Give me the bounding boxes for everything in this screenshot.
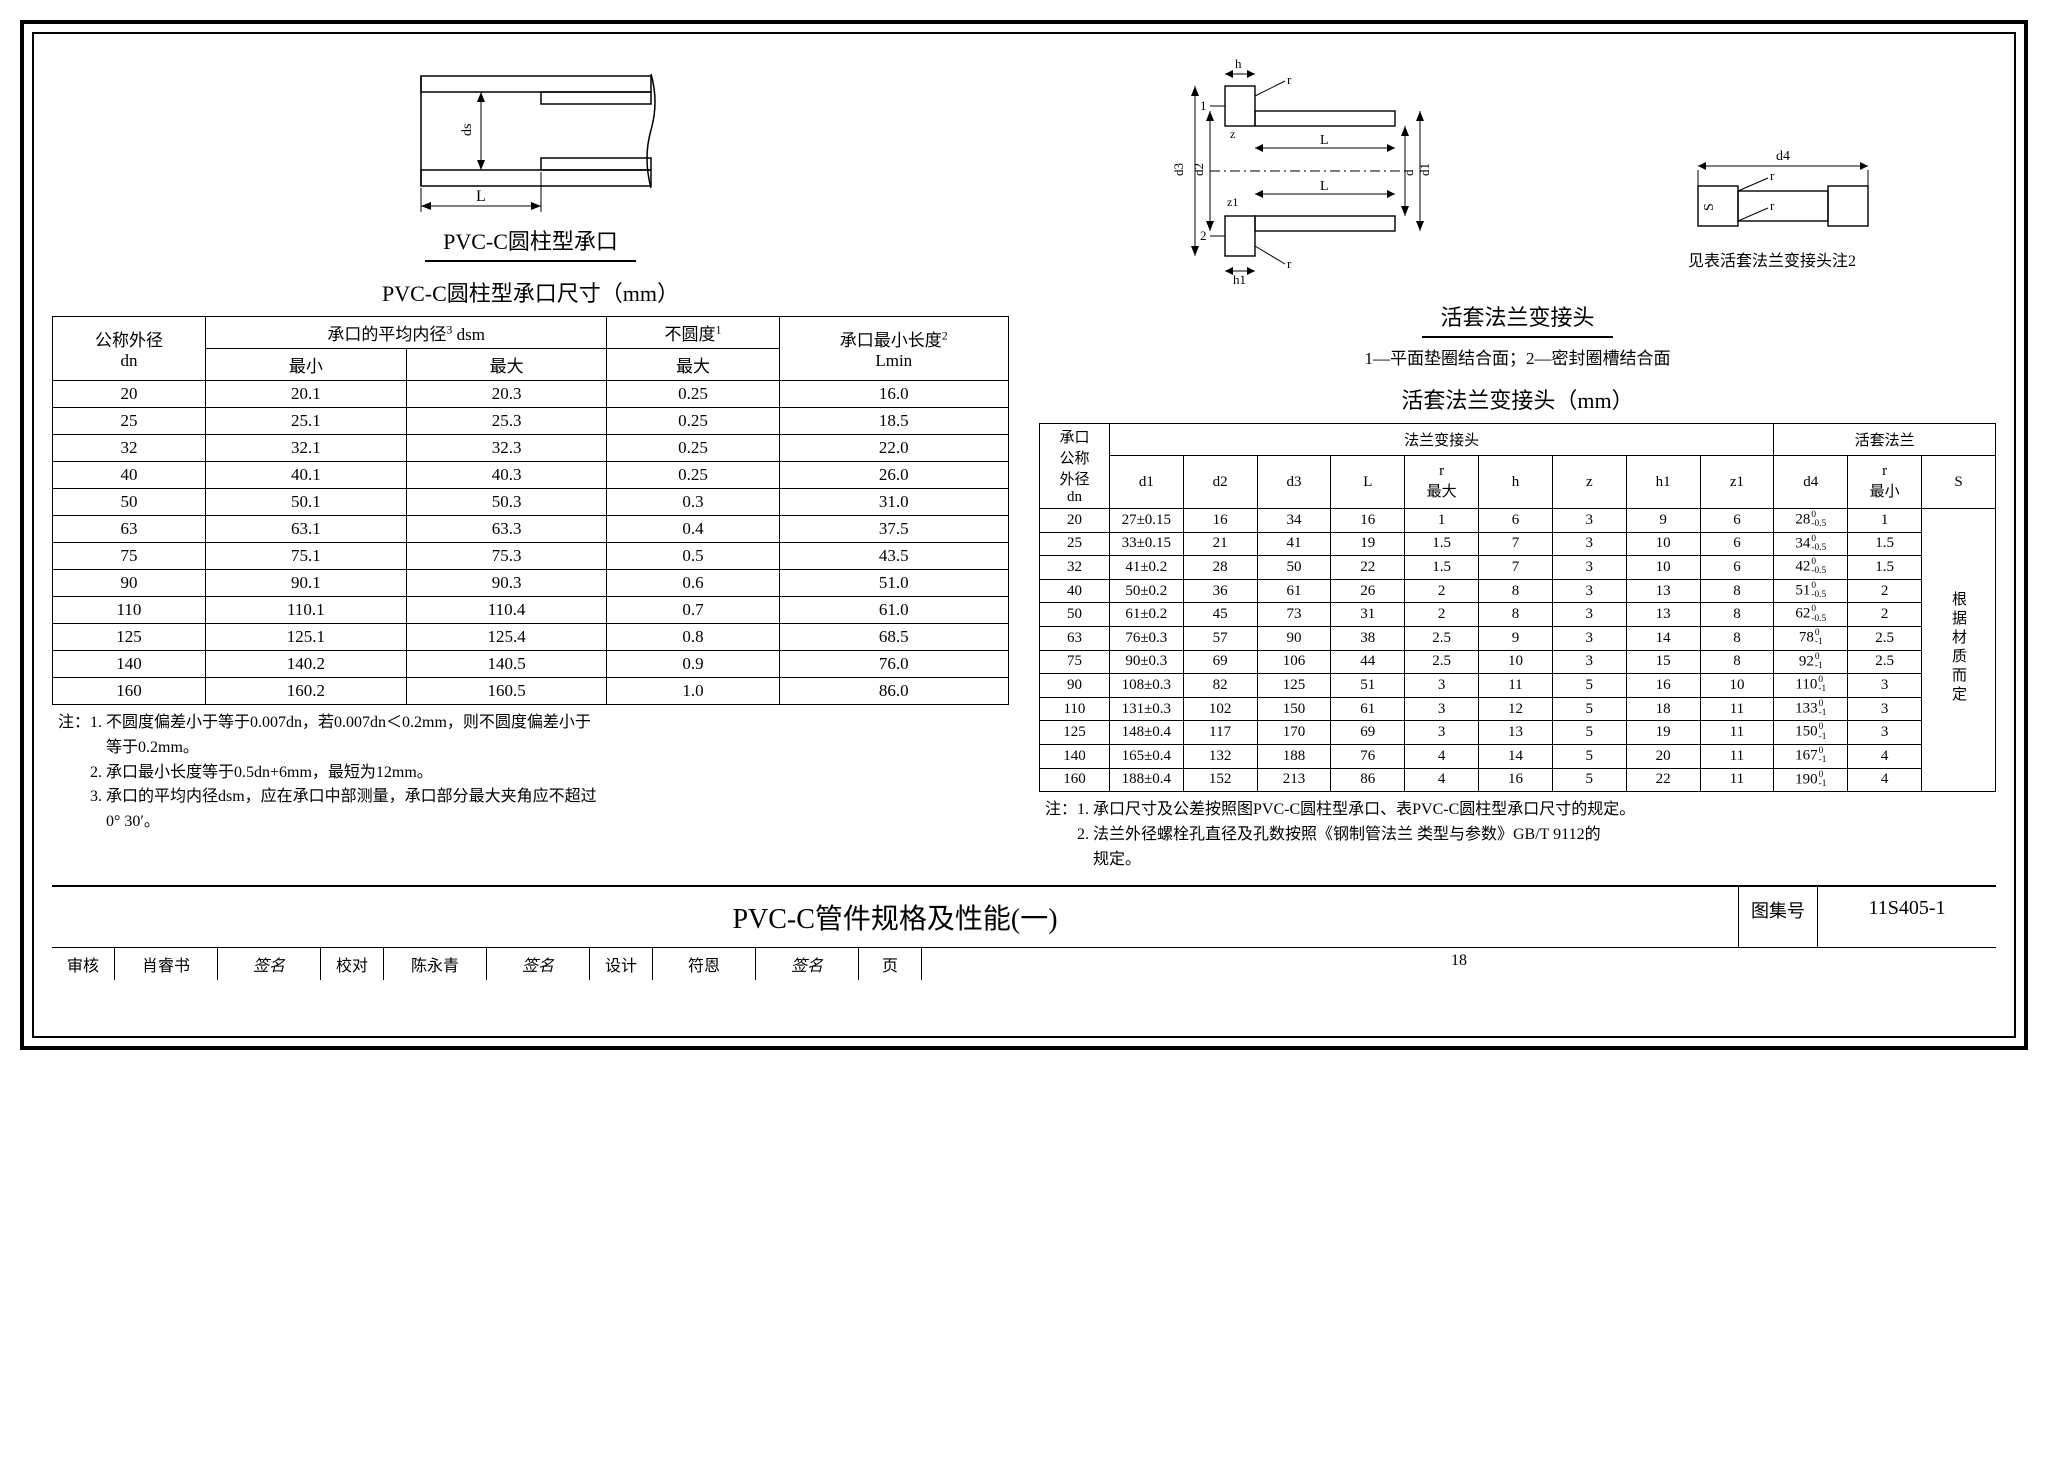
right-table-title: 活套法兰变接头（mm） — [1039, 383, 1996, 415]
audit-label: 审核 — [52, 948, 115, 980]
left-notes: 注：1. 不圆度偏差小于等于0.007dn，若0.007dn＜0.2mm，则不圆… — [52, 711, 1009, 835]
table-row: 2525.125.30.2518.5 — [53, 408, 1009, 435]
table-row: 160188±0.41522138641652211190 0-14 — [1040, 768, 1996, 792]
svg-text:d1: d1 — [1417, 163, 1432, 176]
th2-g2: 活套法兰 — [1774, 424, 1996, 456]
design-name: 符恩 — [653, 948, 756, 980]
right-column: d3 d2 d d1 h h1 r r z z1 1 2 L L d4 r r S… — [1039, 46, 1996, 885]
adapter-table-body: 2027±0.151634161639628 0-0.51根据材质而定2533±… — [1040, 509, 1996, 792]
table-row: 5061±0.245733128313862 0-0.52 — [1040, 603, 1996, 627]
drawing-title: PVC-C管件规格及性能(一) — [52, 887, 1739, 947]
table-row: 4050±0.236612628313851 0-0.52 — [1040, 579, 1996, 603]
svg-text:r: r — [1287, 72, 1292, 87]
table-row: 110110.1110.40.761.0 — [53, 597, 1009, 624]
adapter-subcaption: 1—平面垫圈结合面；2—密封圈槽结合面 — [1039, 344, 1996, 369]
table-row: 7575.175.30.543.5 — [53, 543, 1009, 570]
check-label: 校对 — [321, 948, 384, 980]
socket-caption: PVC-C圆柱型承口 — [52, 224, 1009, 262]
table-row: 140140.2140.50.976.0 — [53, 651, 1009, 678]
table-row: 6376±0.35790382.59314878 0-12.5 — [1040, 626, 1996, 650]
table-row: 2020.120.30.2516.0 — [53, 381, 1009, 408]
signature-row: 审核 肖睿书 签名 校对 陈永青 签名 设计 符恩 签名 页 18 — [52, 947, 1996, 980]
svg-text:d4: d4 — [1776, 149, 1790, 164]
design-label: 设计 — [590, 948, 653, 980]
socket-table: 公称外径dn 承口的平均内径3 dsm 不圆度1 承口最小长度2Lmin 最小 … — [52, 316, 1009, 705]
th2-dn: 承口公称外径dn — [1040, 424, 1110, 509]
inner-frame: ds L PVC-C圆柱型承口 PVC-C圆柱型承口尺寸（mm） 公称外径dn … — [32, 32, 2016, 1038]
svg-text:r: r — [1770, 168, 1775, 183]
socket-diagram: ds L — [52, 56, 1009, 216]
audit-sign: 签名 — [218, 948, 321, 980]
svg-text:d3: d3 — [1171, 163, 1186, 176]
right-diagrams: d3 d2 d d1 h h1 r r z z1 1 2 L L d4 r r S… — [1039, 46, 1996, 294]
audit-name: 肖睿书 — [115, 948, 218, 980]
page-number: 18 — [922, 948, 1996, 980]
th-dn: 公称外径dn — [53, 317, 206, 381]
title-bar: PVC-C管件规格及性能(一) 图集号 11S405-1 — [52, 885, 1996, 947]
table-row: 160160.2160.51.086.0 — [53, 678, 1009, 705]
table-row: 110131±0.31021506131251811133 0-13 — [1040, 697, 1996, 721]
table-row: 125125.1125.40.868.5 — [53, 624, 1009, 651]
svg-text:z: z — [1230, 127, 1235, 141]
check-name: 陈永青 — [384, 948, 487, 980]
table-row: 7590±0.369106442.510315892 0-12.5 — [1040, 650, 1996, 674]
left-column: ds L PVC-C圆柱型承口 PVC-C圆柱型承口尺寸（mm） 公称外径dn … — [52, 46, 1009, 885]
table-row: 2027±0.151634161639628 0-0.51根据材质而定 — [1040, 509, 1996, 533]
flange-diagram: d4 r r S 见表活套法兰变接头注2 — [1570, 136, 1996, 286]
table-row: 4040.140.30.2526.0 — [53, 462, 1009, 489]
left-table-title: PVC-C圆柱型承口尺寸（mm） — [52, 276, 1009, 308]
set-number: 11S405-1 — [1818, 887, 1996, 947]
right-notes: 注：1. 承口尺寸及公差按照图PVC-C圆柱型承口、表PVC-C圆柱型承口尺寸的… — [1039, 798, 1996, 872]
page-label: 页 — [859, 948, 922, 980]
columns: ds L PVC-C圆柱型承口 PVC-C圆柱型承口尺寸（mm） 公称外径dn … — [52, 46, 1996, 885]
th2-g1: 法兰变接头 — [1109, 424, 1773, 456]
table-row: 2533±0.152141191.57310634 0-0.51.5 — [1040, 532, 1996, 556]
svg-text:d: d — [1401, 169, 1416, 176]
svg-text:1: 1 — [1200, 98, 1207, 113]
adapter-caption: 活套法兰变接头 — [1039, 300, 1996, 338]
svg-text:S: S — [1702, 203, 1717, 211]
table-row: 90108±0.3821255131151610110 0-13 — [1040, 674, 1996, 698]
table-row: 6363.163.30.437.5 — [53, 516, 1009, 543]
svg-text:L: L — [1320, 179, 1329, 194]
th-round: 不圆度1 — [607, 317, 779, 349]
flange-note: 见表活套法兰变接头注2 — [1688, 252, 1856, 270]
design-sign: 签名 — [756, 948, 859, 980]
svg-text:h: h — [1235, 56, 1242, 71]
table-row: 3241±0.22850221.57310642 0-0.51.5 — [1040, 556, 1996, 580]
table-row: 140165±0.41321887641452011167 0-14 — [1040, 744, 1996, 768]
svg-text:r: r — [1287, 256, 1292, 271]
adapter-diagram: d3 d2 d d1 h h1 r r z z1 1 2 L L — [1039, 56, 1550, 286]
table-row: 5050.150.30.331.0 — [53, 489, 1009, 516]
svg-text:ds: ds — [460, 124, 475, 136]
check-sign: 签名 — [487, 948, 590, 980]
svg-text:L: L — [1320, 133, 1329, 148]
th-dsm: 承口的平均内径3 dsm — [205, 317, 607, 349]
svg-text:2: 2 — [1200, 228, 1207, 243]
svg-text:d2: d2 — [1191, 163, 1206, 176]
svg-text:h1: h1 — [1233, 272, 1246, 286]
table-row: 9090.190.30.651.0 — [53, 570, 1009, 597]
adapter-table: 承口公称外径dn 法兰变接头 活套法兰 d1d2d3Lr最大hzh1z1d4r最… — [1039, 423, 1996, 792]
th-lmin: 承口最小长度2Lmin — [779, 317, 1008, 381]
s-column-note: 根据材质而定 — [1922, 509, 1996, 792]
svg-text:L: L — [476, 188, 486, 205]
svg-text:z1: z1 — [1227, 195, 1238, 209]
table-row: 125148±0.41171706931351911150 0-13 — [1040, 721, 1996, 745]
outer-frame: ds L PVC-C圆柱型承口 PVC-C圆柱型承口尺寸（mm） 公称外径dn … — [20, 20, 2028, 1050]
table-row: 3232.132.30.2522.0 — [53, 435, 1009, 462]
svg-text:r: r — [1770, 198, 1775, 213]
set-label: 图集号 — [1739, 887, 1818, 947]
socket-table-body: 2020.120.30.2516.02525.125.30.2518.53232… — [53, 381, 1009, 705]
